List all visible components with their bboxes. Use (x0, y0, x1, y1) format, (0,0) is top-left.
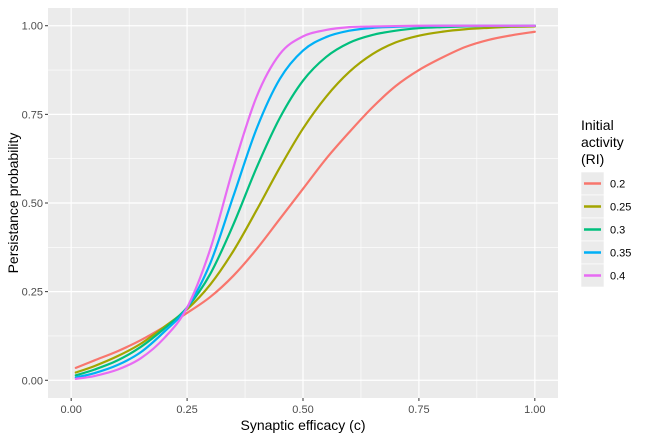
series-line-0-2 (74, 30, 536, 369)
legend: Initial activity (RI) 0.2 0.25 0.3 0.35 0.4 (580, 117, 631, 288)
y-axis-title: Persistance probability (5, 133, 21, 274)
x-tick-label: 0.50 (292, 404, 313, 416)
y-tick-label: 0.75 (22, 109, 43, 121)
tick-layer: 0.00 0.25 0.50 0.75 1.00 0.00 0.25 0.50 0.75 1.00 (22, 21, 546, 416)
legend-label: 0.2 (610, 179, 625, 191)
x-tick-label: 0.75 (408, 404, 429, 416)
series-line-0-4 (74, 24, 536, 380)
legend-label: 0.4 (610, 271, 625, 283)
x-tick-label: 1.00 (524, 404, 545, 416)
legend-title-line-2: activity (581, 134, 624, 150)
legend-label: 0.25 (610, 202, 631, 214)
x-axis-title: Synaptic efficacy (c) (240, 417, 365, 433)
series-line-0-25 (74, 25, 536, 374)
y-tick-label: 0.00 (22, 375, 43, 387)
legend-title-line-1: Initial (581, 117, 614, 133)
x-tick-label: 0.00 (60, 404, 81, 416)
legend-label: 0.3 (610, 225, 625, 237)
y-tick-label: 0.25 (22, 287, 43, 299)
grid-layer (48, 8, 558, 398)
y-tick-label: 0.50 (22, 198, 43, 210)
legend-label: 0.35 (610, 248, 631, 260)
legend-title-line-3: (RI) (581, 151, 604, 167)
y-tick-label: 1.00 (22, 21, 43, 33)
x-tick-label: 0.25 (176, 404, 197, 416)
series-layer (74, 24, 536, 380)
